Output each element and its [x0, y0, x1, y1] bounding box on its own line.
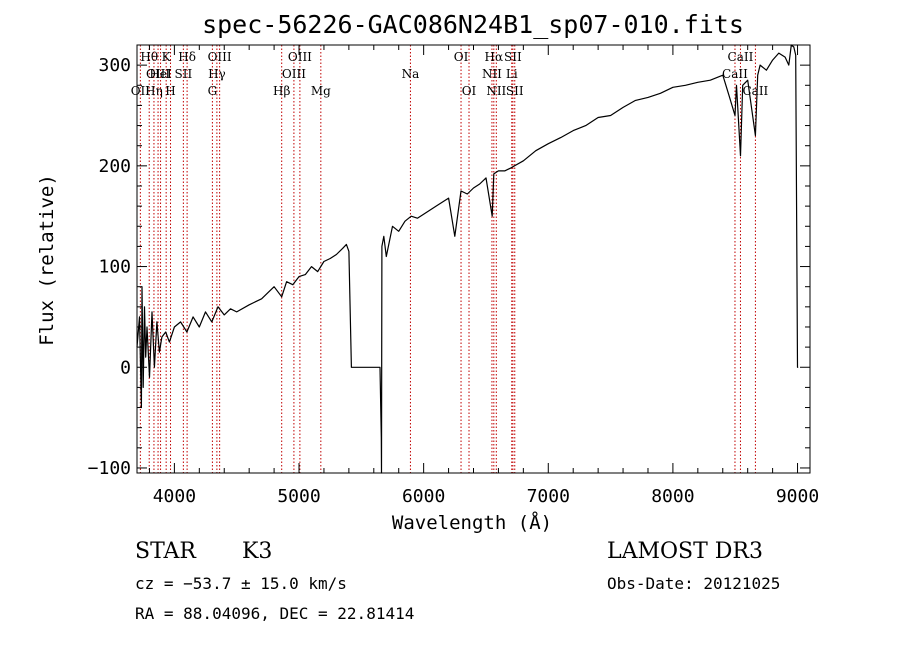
plot-frame — [136, 44, 811, 474]
spectral-line-label: Na — [402, 67, 420, 81]
x-axis-label: Wavelength (Å) — [392, 511, 552, 534]
spectral-subclass: K3 — [242, 539, 273, 564]
object-class: STAR — [135, 539, 196, 564]
spectral-line-label: CaII — [722, 67, 748, 81]
y-axis-ticks: −100 0 100 200 300 — [88, 44, 810, 479]
spectrum-series — [136, 44, 799, 474]
spectral-line-label: CaII — [728, 50, 754, 64]
spectral-line-labels: OIIHθHηOIIIHeIKHSIIHδGHγOIIIHβOIIIOIIIMg… — [131, 50, 769, 98]
spectral-line-label: SII — [504, 50, 522, 64]
spectral-line-label: OIII — [208, 50, 232, 64]
y-tick-label: 200 — [98, 156, 131, 177]
spectral-line-markers — [139, 45, 756, 473]
spectral-line-label: OIII — [282, 67, 306, 81]
chart-title: spec-56226-GAC086N24B1_sp07-010.fits — [202, 10, 744, 39]
spectral-line-label: SII — [175, 67, 193, 81]
x-tick-label: 5000 — [277, 486, 320, 507]
y-tick-label: 0 — [120, 357, 131, 378]
spectral-line-label: Li — [506, 67, 518, 81]
spectral-line-label: Hβ — [273, 84, 290, 98]
spectral-line-label: OI — [454, 50, 469, 64]
spectral-line-label: Hγ — [208, 67, 226, 81]
x-tick-label: 8000 — [651, 486, 694, 507]
y-axis-label: Flux (relative) — [36, 174, 58, 346]
redshift-cz: cz = −53.7 ± 15.0 km/s — [135, 574, 347, 593]
sky-coordinates: RA = 88.04096, DEC = 22.81414 — [135, 604, 415, 623]
spectral-line-label: OI — [462, 84, 477, 98]
y-tick-label: 100 — [98, 257, 131, 278]
spectral-line-label: Hθ — [140, 50, 158, 64]
spectral-line-label: SII — [506, 84, 524, 98]
spectral-line-label: OIII — [146, 67, 170, 81]
spectral-line-label: OII — [131, 84, 151, 98]
x-tick-label: 9000 — [776, 486, 819, 507]
spectral-line-label: H — [165, 84, 175, 98]
x-tick-label: 6000 — [402, 486, 445, 507]
spectral-line-label: OIII — [288, 50, 312, 64]
spectral-line-label: Hη — [145, 84, 163, 98]
spectral-line-label: Hα — [485, 50, 504, 64]
spectral-line-label: Hδ — [178, 50, 196, 64]
y-tick-label: −100 — [88, 458, 131, 479]
x-tick-label: 4000 — [153, 486, 196, 507]
spectral-line-label: NII — [486, 84, 506, 98]
spectral-line-label: HeI — [149, 67, 172, 81]
spectral-line-label: Mg — [311, 84, 331, 98]
x-tick-label: 7000 — [527, 486, 570, 507]
survey-name: LAMOST DR3 — [607, 539, 763, 564]
spectrum-line — [136, 44, 799, 474]
spectral-line-label: G — [208, 84, 218, 98]
spectral-line-label: NII — [482, 67, 502, 81]
spectral-line-label: CaII — [742, 84, 768, 98]
observation-date: Obs-Date: 20121025 — [607, 574, 781, 593]
x-axis-ticks: 4000 5000 6000 7000 8000 9000 — [148, 45, 819, 507]
y-tick-label: 300 — [98, 55, 131, 76]
spectral-line-label: K — [162, 50, 172, 64]
